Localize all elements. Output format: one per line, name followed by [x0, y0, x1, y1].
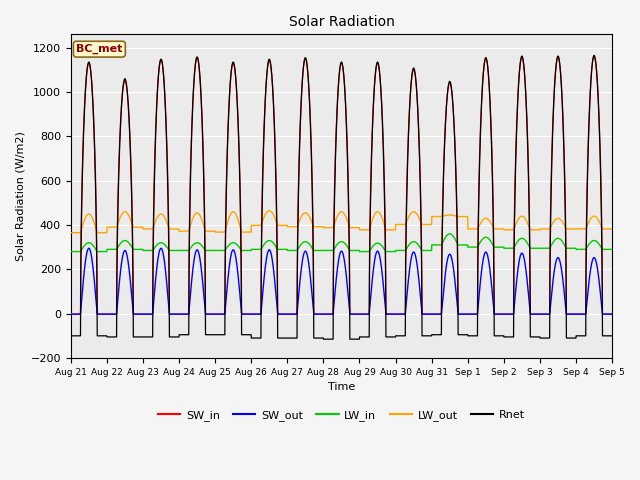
Rnet	[348, 336, 356, 342]
Rnet	[608, 333, 616, 339]
SW_in	[463, 311, 471, 317]
SW_out	[415, 283, 423, 289]
Line: LW_out: LW_out	[71, 211, 612, 233]
Title: Solar Radiation: Solar Radiation	[289, 15, 394, 29]
SW_out	[567, 311, 575, 317]
Line: LW_in: LW_in	[71, 234, 612, 252]
LW_in	[245, 248, 253, 253]
Line: SW_in: SW_in	[71, 57, 612, 314]
LW_out	[266, 208, 273, 214]
LW_in	[446, 231, 454, 237]
LW_in	[67, 249, 75, 254]
SW_out	[245, 311, 253, 317]
LW_out	[68, 230, 76, 236]
SW_in	[67, 311, 75, 317]
Rnet	[567, 335, 575, 341]
Rnet	[68, 333, 76, 339]
Legend: SW_in, SW_out, LW_in, LW_out, Rnet: SW_in, SW_out, LW_in, LW_out, Rnet	[154, 406, 529, 425]
LW_in	[415, 243, 423, 249]
SW_in	[567, 311, 575, 317]
LW_in	[68, 249, 76, 254]
Rnet	[590, 52, 598, 58]
LW_out	[608, 226, 616, 232]
SW_out	[68, 311, 76, 317]
SW_out	[348, 311, 356, 317]
Line: SW_out: SW_out	[71, 248, 612, 314]
Rnet	[67, 333, 75, 339]
LW_in	[348, 248, 356, 253]
SW_in	[245, 311, 253, 317]
SW_out	[67, 311, 75, 317]
LW_out	[463, 214, 471, 219]
Rnet	[245, 332, 253, 337]
Text: BC_met: BC_met	[76, 44, 123, 54]
LW_out	[567, 226, 575, 232]
SW_in	[415, 146, 423, 152]
SW_in	[608, 311, 616, 317]
SW_out	[608, 311, 616, 317]
SW_out	[463, 311, 471, 317]
SW_in	[590, 54, 598, 60]
LW_out	[348, 225, 356, 230]
Y-axis label: Solar Radiation (W/m2): Solar Radiation (W/m2)	[15, 131, 25, 261]
LW_in	[567, 245, 575, 251]
X-axis label: Time: Time	[328, 382, 355, 392]
LW_out	[245, 229, 253, 235]
SW_out	[85, 245, 93, 251]
Rnet	[319, 336, 327, 342]
Rnet	[415, 155, 423, 160]
SW_in	[348, 311, 356, 317]
LW_in	[463, 242, 471, 248]
LW_out	[415, 216, 423, 222]
LW_in	[608, 247, 616, 252]
Line: Rnet: Rnet	[71, 55, 612, 339]
SW_in	[68, 311, 76, 317]
Rnet	[463, 332, 471, 337]
LW_out	[67, 230, 75, 236]
